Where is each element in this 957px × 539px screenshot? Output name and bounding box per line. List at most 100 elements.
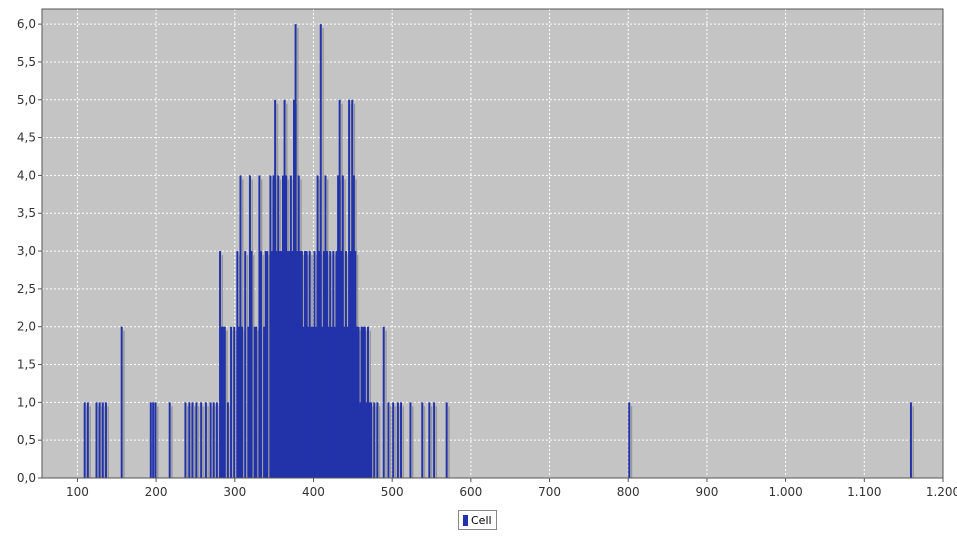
bar [239, 175, 242, 478]
bar-shadow [385, 330, 387, 478]
bar [212, 402, 215, 478]
bar [362, 326, 365, 478]
bar [120, 326, 123, 478]
plot-area [42, 9, 943, 478]
y-tick-label: 3,5 [17, 206, 36, 220]
bar [274, 99, 277, 478]
bar [316, 175, 319, 478]
bar [324, 175, 327, 478]
bar [277, 175, 280, 478]
bar [296, 251, 299, 478]
bar [101, 402, 104, 478]
y-tick-label: 4,5 [17, 131, 36, 145]
bar [247, 326, 250, 478]
bar [86, 402, 89, 478]
x-tick-label: 200 [145, 485, 168, 499]
bar [376, 402, 379, 478]
bar [250, 251, 253, 478]
bar [366, 326, 369, 478]
bar [349, 251, 352, 478]
bar [83, 402, 86, 478]
x-tick-label: 400 [302, 485, 325, 499]
bar [300, 251, 303, 478]
bar [282, 175, 285, 478]
bar [329, 251, 332, 478]
bar [327, 326, 330, 478]
bar-shadow [394, 406, 397, 478]
bar [344, 251, 347, 478]
bar [219, 251, 222, 478]
bar [233, 326, 236, 478]
bar [269, 175, 272, 478]
bar [264, 251, 267, 478]
y-tick-label: 1,0 [17, 395, 36, 409]
bar [253, 326, 256, 478]
bar-shadow [435, 406, 438, 478]
bar [255, 326, 258, 478]
bar [149, 402, 152, 478]
bar [340, 251, 343, 478]
bar [370, 402, 373, 478]
bar-shadow [912, 406, 914, 478]
bar [421, 402, 424, 478]
bar [348, 99, 351, 478]
bar-shadow [197, 406, 200, 478]
bar [299, 251, 302, 478]
bar [409, 402, 412, 478]
x-tick-label: 300 [223, 485, 246, 499]
bar [357, 326, 360, 478]
bar [95, 402, 98, 478]
bar [355, 326, 358, 478]
bar-shadow [411, 406, 414, 478]
bar [322, 251, 325, 478]
bar [332, 251, 335, 478]
bar-shadow [89, 406, 91, 478]
bar [346, 326, 349, 478]
bar [237, 326, 240, 478]
bar [307, 326, 310, 478]
legend-label-cell: Cell [471, 513, 492, 527]
y-tick-label: 6,0 [17, 17, 36, 31]
bar-shadow [186, 406, 189, 478]
bar [168, 402, 171, 478]
bar [226, 402, 229, 478]
bar [209, 402, 212, 478]
bar [293, 99, 296, 478]
bar-shadow [448, 406, 450, 478]
bar-shadow [157, 406, 159, 478]
bar [184, 402, 187, 478]
bar [152, 402, 155, 478]
bar [387, 402, 390, 478]
bar [445, 402, 448, 478]
bar [311, 326, 314, 478]
bar [392, 402, 395, 478]
y-tick-label: 2,5 [17, 282, 36, 296]
bar-shadow [430, 406, 433, 478]
bar [280, 251, 283, 478]
legend: Cell [458, 510, 497, 530]
bar-shadow [107, 406, 109, 478]
bar-shadow [171, 406, 173, 478]
y-tick-label: 2,0 [17, 320, 36, 334]
bar [304, 251, 307, 478]
y-tick-label: 1,5 [17, 358, 36, 372]
bar [230, 326, 233, 478]
bar [286, 251, 289, 478]
x-tick-label: 1.100 [847, 485, 881, 499]
bar [294, 24, 297, 479]
bar [400, 402, 403, 478]
bar [302, 326, 305, 478]
bar [104, 402, 107, 478]
bar [313, 251, 316, 478]
bar [351, 99, 354, 478]
y-tick-label: 4,0 [17, 168, 36, 182]
bar [291, 251, 294, 478]
bar [363, 326, 366, 478]
bar [248, 175, 251, 478]
bar [321, 326, 324, 478]
bar-shadow [402, 406, 405, 478]
bar [373, 402, 376, 478]
bar [258, 175, 261, 478]
bar [222, 326, 225, 478]
bar [275, 251, 278, 478]
